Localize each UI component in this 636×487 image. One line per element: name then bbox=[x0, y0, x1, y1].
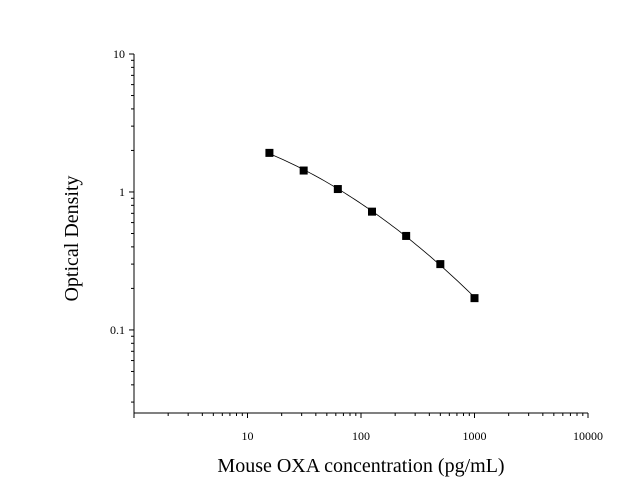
data-points bbox=[265, 148, 479, 303]
fit-curve bbox=[269, 153, 475, 298]
data-point bbox=[299, 166, 308, 175]
data-point bbox=[367, 207, 376, 216]
x-tick-label: 10000 bbox=[573, 429, 603, 443]
data-point bbox=[265, 148, 274, 157]
y-tick-label: 10 bbox=[113, 47, 125, 61]
data-point bbox=[436, 260, 445, 269]
x-axis-tick-labels: 10 100 1000 10000 bbox=[242, 429, 604, 443]
y-axis-title: Optical Density bbox=[61, 175, 83, 301]
data-point bbox=[333, 185, 342, 194]
data-point bbox=[402, 231, 411, 240]
y-axis-tick-labels: 0.1 1 10 bbox=[110, 47, 125, 337]
x-tick-label: 10 bbox=[242, 429, 254, 443]
y-axis-ticks bbox=[129, 53, 134, 403]
x-tick-label: 1000 bbox=[463, 429, 487, 443]
x-tick-label: 100 bbox=[352, 429, 370, 443]
axes bbox=[133, 54, 588, 414]
y-tick-label: 0.1 bbox=[110, 323, 125, 337]
x-axis-ticks bbox=[133, 413, 589, 418]
y-tick-label: 1 bbox=[119, 185, 125, 199]
x-axis-title: Mouse OXA concentration (pg/mL) bbox=[217, 455, 504, 477]
data-point bbox=[470, 294, 479, 303]
